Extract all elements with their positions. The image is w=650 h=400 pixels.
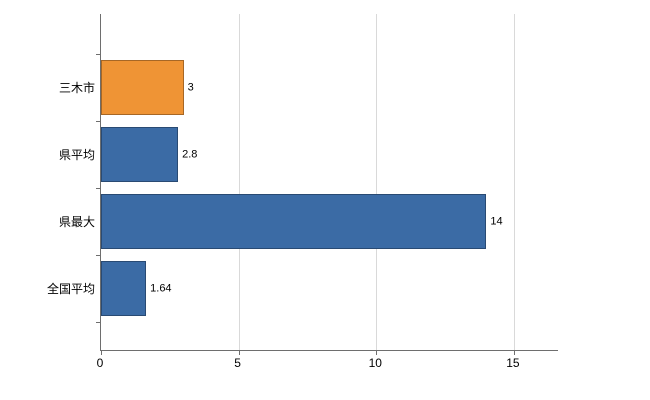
category-label: 県平均 bbox=[58, 147, 95, 162]
y-axis-tick bbox=[96, 255, 100, 256]
x-axis-tick-label: 15 bbox=[506, 356, 520, 370]
bar-value-label: 14 bbox=[490, 215, 503, 227]
bar bbox=[101, 60, 184, 115]
gridline bbox=[238, 14, 240, 350]
y-axis-tick bbox=[96, 54, 100, 55]
bar bbox=[101, 261, 147, 316]
x-axis-tick bbox=[238, 351, 240, 355]
x-axis-tick-label: 0 bbox=[96, 356, 104, 370]
category-label: 全国平均 bbox=[46, 281, 95, 296]
category-label: 三木市 bbox=[58, 80, 95, 95]
x-axis-tick bbox=[376, 351, 378, 355]
x-axis-tick bbox=[101, 351, 102, 355]
y-axis-tick bbox=[96, 188, 100, 189]
plot-area: 3 2.8 14 1.64 bbox=[96, 14, 558, 355]
category-label: 県最大 bbox=[58, 214, 95, 229]
x-axis-tick-label: 5 bbox=[234, 356, 241, 370]
bar bbox=[101, 127, 179, 182]
bar-value-label: 2.8 bbox=[182, 148, 198, 160]
bar-value-label: 1.64 bbox=[150, 282, 172, 294]
x-axis-tick-label: 10 bbox=[368, 356, 382, 370]
y-axis-tick bbox=[96, 322, 100, 323]
y-axis-labels: 三木市県平均県最大全国平均 bbox=[0, 0, 95, 400]
gridline bbox=[513, 14, 515, 350]
bar bbox=[101, 194, 487, 249]
x-axis-tick bbox=[513, 351, 515, 355]
bar-value-label: 3 bbox=[187, 81, 194, 93]
gridline bbox=[376, 14, 378, 350]
y-axis-tick bbox=[96, 121, 100, 122]
